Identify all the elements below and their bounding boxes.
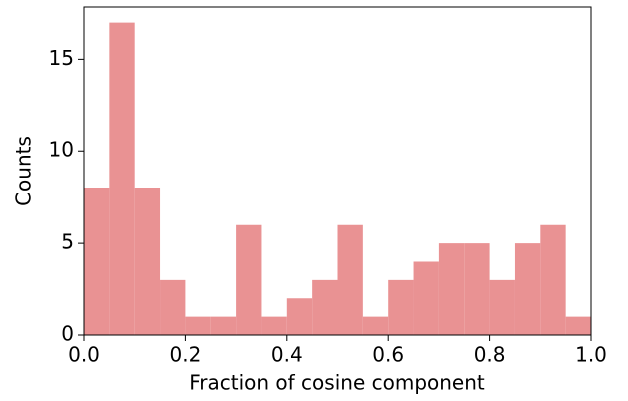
bar (185, 316, 211, 335)
y-tick-label: 10 (49, 138, 74, 162)
y-tick-label: 0 (61, 322, 74, 346)
bar (286, 298, 313, 335)
bar (261, 316, 287, 335)
x-tick-label: 0.4 (271, 343, 303, 367)
bar (388, 279, 414, 335)
bar (438, 243, 465, 335)
bar (210, 316, 237, 335)
x-axis-label: Fraction of cosine component (189, 371, 485, 395)
bar (362, 316, 389, 335)
bar (312, 279, 338, 335)
bar (514, 243, 541, 335)
bar (84, 187, 110, 335)
bar (134, 187, 161, 335)
y-tick-label: 5 (61, 230, 74, 254)
x-tick-label: 0.8 (474, 343, 506, 367)
y-axis-label: Counts (12, 136, 36, 206)
x-tick-label: 0.6 (372, 343, 404, 367)
bar (236, 224, 262, 335)
x-tick-label: 0.0 (68, 343, 100, 367)
bar (337, 224, 363, 335)
x-tick-label: 0.2 (169, 343, 201, 367)
bar (489, 279, 515, 335)
bar (540, 224, 566, 335)
bar (160, 279, 186, 335)
y-tick-label: 15 (49, 46, 74, 70)
bar (464, 243, 490, 335)
bar (413, 261, 439, 335)
bar (565, 316, 591, 335)
x-tick-label: 1.0 (575, 343, 607, 367)
plot-frame (83, 6, 592, 336)
bar (109, 22, 135, 335)
